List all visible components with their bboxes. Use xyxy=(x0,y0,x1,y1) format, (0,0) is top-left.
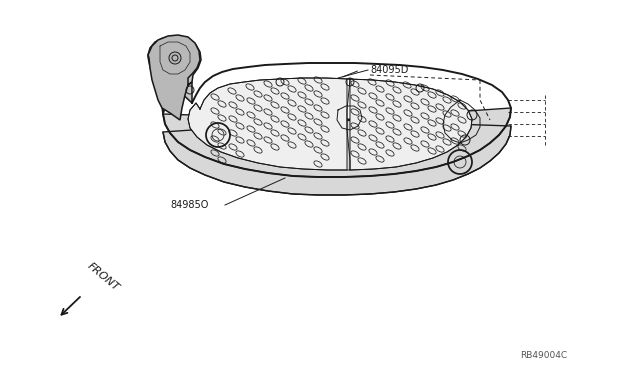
Polygon shape xyxy=(163,108,511,195)
Text: FRONT: FRONT xyxy=(85,261,120,293)
Polygon shape xyxy=(148,36,201,114)
Text: 84985O: 84985O xyxy=(170,200,209,210)
Text: 84095D: 84095D xyxy=(370,65,408,75)
Polygon shape xyxy=(148,35,200,120)
Polygon shape xyxy=(188,78,347,170)
Polygon shape xyxy=(347,79,472,170)
Text: RB49004C: RB49004C xyxy=(520,350,567,359)
